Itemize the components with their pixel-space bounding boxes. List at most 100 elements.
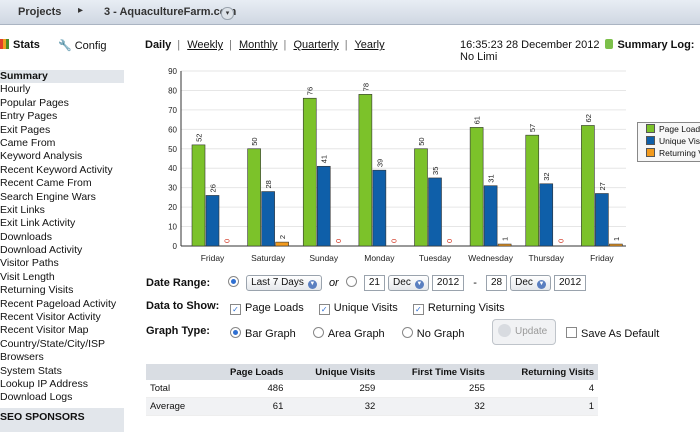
legend-swatch [646, 136, 655, 145]
data-label: 41 [320, 155, 329, 163]
sidebar-item-system-stats[interactable]: System Stats [0, 364, 62, 377]
data-label: 0 [556, 239, 565, 243]
page-loads-option-label: Page Loads [245, 302, 304, 314]
returning-visits-option-label: Returning Visits [427, 302, 505, 314]
x-tick-label: Sunday [309, 253, 339, 263]
returning-visits-checkbox[interactable]: ✓ [412, 304, 424, 315]
range-preset-value: Last 7 Days [251, 277, 304, 288]
data-label: 76 [306, 87, 315, 95]
seo-sponsors-heading: SEO SPONSORS [0, 408, 124, 432]
refresh-icon [498, 324, 511, 337]
legend-label: Page Loads [659, 124, 700, 134]
sidebar-item-came-from[interactable]: Came From [0, 136, 56, 149]
tab-daily[interactable]: Daily [145, 39, 172, 51]
sidebar: Summary Hourly Popular Pages Entry Pages Exi… [0, 70, 124, 405]
returning-visits-bar [609, 243, 623, 247]
to-day-input[interactable]: 28 [485, 275, 508, 291]
sidebar-item-exit-link-activity[interactable]: Exit Link Activity [0, 217, 76, 230]
data-label: 52 [195, 134, 204, 142]
table-header-cell: Page Loads [204, 364, 288, 380]
x-tick-label: Friday [201, 253, 225, 263]
from-month-select[interactable]: Dec ▼ [388, 275, 429, 291]
to-month-select[interactable]: Dec ▼ [510, 275, 551, 291]
unique-visits-option-label: Unique Visits [333, 302, 398, 314]
table-cell: 1 [488, 397, 598, 416]
stats-tab[interactable]: Stats [0, 39, 40, 51]
data-label: 31 [487, 174, 496, 182]
page-loads-checkbox[interactable]: ✓ [230, 304, 241, 315]
tab-weekly[interactable]: Weekly [187, 39, 224, 51]
area-graph-radio[interactable] [312, 327, 324, 338]
sidebar-item-summary[interactable]: Summary [0, 70, 124, 84]
unique-visits-bar [595, 193, 609, 247]
from-day-input[interactable]: 21 [363, 275, 385, 291]
to-year-input[interactable]: 2012 [553, 275, 587, 291]
data-label: 0 [223, 239, 232, 243]
sidebar-item-recent-pageload-activity[interactable]: Recent Pageload Activity [0, 297, 117, 310]
to-month-value: Dec [515, 277, 533, 288]
sidebar-item-exit-pages[interactable]: Exit Pages [0, 123, 51, 136]
unique-visits-bar [483, 185, 498, 247]
sidebar-item-popular-pages[interactable]: Popular Pages [0, 96, 69, 109]
bar-graph-radio[interactable] [230, 327, 241, 338]
table-cell: Total [146, 380, 205, 398]
summary-log-label: Summary Log: [617, 39, 695, 51]
sidebar-item-recent-came-from[interactable]: Recent Came From [0, 177, 92, 190]
tab-yearly[interactable]: Yearly [354, 39, 385, 51]
save-default-checkbox[interactable] [566, 327, 577, 338]
legend-swatch [646, 148, 655, 157]
page-loads-bar [469, 127, 484, 247]
sidebar-item-search-engine-wars[interactable]: Search Engine Wars [0, 190, 96, 203]
unique-visits-bar [205, 195, 220, 247]
sidebar-item-recent-keyword-activity[interactable]: Recent Keyword Activity [0, 163, 113, 176]
site-dropdown-icon[interactable]: ▾ [221, 7, 234, 20]
range-preset-radio[interactable] [228, 275, 239, 287]
from-year-input[interactable]: 2012 [431, 275, 465, 291]
breadcrumb-arrow-icon: ▸ [78, 5, 84, 16]
page-loads-bar [302, 97, 317, 247]
config-tab[interactable]: 🔧 Config [58, 39, 107, 52]
sidebar-item-hourly[interactable]: Hourly [0, 83, 31, 96]
sidebar-item-returning-visits[interactable]: Returning Visits [0, 284, 74, 297]
page-loads-bar [247, 148, 261, 247]
sidebar-item-recent-visitor-map[interactable]: Recent Visitor Map [0, 324, 89, 337]
select-arrow-icon: ▼ [414, 280, 424, 289]
projects-menu[interactable]: Projects [18, 6, 62, 18]
sidebar-item-download-activity[interactable]: Download Activity [0, 244, 83, 257]
data-label: 1 [501, 237, 510, 241]
page-loads-bar [581, 125, 595, 247]
table-cell: 32 [287, 397, 380, 416]
save-default-label: Save As Default [581, 328, 660, 340]
unique-visits-bar [428, 177, 442, 247]
sidebar-item-visitor-paths[interactable]: Visitor Paths [0, 257, 59, 270]
sidebar-item-browsers[interactable]: Browsers [0, 351, 44, 364]
unique-visits-checkbox[interactable]: ✓ [318, 304, 330, 315]
sidebar-item-lookup-ip-address[interactable]: Lookup IP Address [0, 377, 88, 390]
area-graph-label: Area Graph [327, 328, 385, 340]
tab-monthly[interactable]: Monthly [239, 39, 278, 51]
custom-range-radio[interactable] [345, 275, 357, 287]
chart-legend: Page Loads Unique Visits Returning Visits [637, 122, 700, 162]
graph-type-controls: Bar Graph Area Graph No Graph [230, 327, 464, 340]
data-label: 35 [431, 167, 440, 175]
range-preset-select[interactable]: Last 7 Days ▼ [246, 275, 322, 291]
range-dash: - [473, 276, 477, 289]
sidebar-item-entry-pages[interactable]: Entry Pages [0, 110, 58, 123]
sidebar-item-keyword-analysis[interactable]: Keyword Analysis [0, 150, 83, 163]
site-selector[interactable]: 3 - AquacultureFarm.com [104, 6, 237, 18]
legend-entry: Returning Visits [638, 147, 700, 159]
sidebar-item-download-logs[interactable]: Download Logs [0, 391, 73, 404]
page-loads-bar [414, 148, 428, 247]
sidebar-item-recent-visitor-activity[interactable]: Recent Visitor Activity [0, 311, 101, 324]
y-tick-label: 50 [168, 145, 177, 154]
update-button[interactable]: Update [492, 319, 556, 345]
stats-icon [0, 39, 9, 49]
sidebar-item-country-state-city-isp[interactable]: Country/State/City/ISP [0, 337, 106, 350]
legend-label: Returning Visits [659, 148, 700, 158]
select-arrow-icon: ▼ [307, 280, 317, 289]
sidebar-item-downloads[interactable]: Downloads [0, 230, 52, 243]
sidebar-item-visit-length[interactable]: Visit Length [0, 270, 55, 283]
sidebar-item-exit-links[interactable]: Exit Links [0, 203, 45, 216]
tab-quarterly[interactable]: Quarterly [293, 39, 339, 51]
no-graph-radio[interactable] [401, 327, 413, 338]
